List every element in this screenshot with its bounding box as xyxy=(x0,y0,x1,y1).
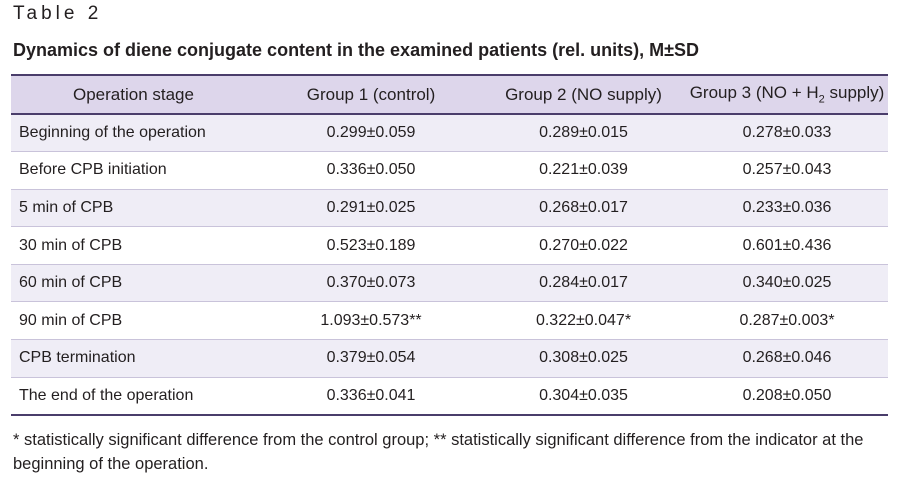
cell-stage: 60 min of CPB xyxy=(11,263,261,302)
column-header-group3-subscript: 2 xyxy=(818,93,825,106)
cell-group1: 0.291±0.025 xyxy=(261,188,481,227)
cell-group1: 0.336±0.041 xyxy=(261,376,481,416)
table-label: Table 2 xyxy=(13,3,103,24)
cell-group2: 0.284±0.017 xyxy=(481,263,686,302)
cell-group2: 0.270±0.022 xyxy=(481,226,686,265)
cell-group2: 0.268±0.017 xyxy=(481,188,686,227)
cell-group1: 0.299±0.059 xyxy=(261,113,481,152)
cell-stage: 90 min of CPB xyxy=(11,301,261,340)
cell-group3: 0.257±0.043 xyxy=(686,151,888,190)
table-row: 60 min of CPB 0.370±0.073 0.284±0.017 0.… xyxy=(11,263,888,302)
cell-group3: 0.268±0.046 xyxy=(686,339,888,378)
cell-group3: 0.287±0.003* xyxy=(686,301,888,340)
table-row: Beginning of the operation 0.299±0.059 0… xyxy=(11,113,888,152)
column-header-stage: Operation stage xyxy=(11,74,261,115)
cell-group2: 0.304±0.035 xyxy=(481,376,686,416)
column-header-group3-suffix: supply) xyxy=(824,83,885,103)
table-row: Before CPB initiation 0.336±0.050 0.221±… xyxy=(11,151,888,190)
cell-stage: Beginning of the operation xyxy=(11,113,261,152)
column-header-group1: Group 1 (control) xyxy=(261,74,481,115)
table-title: Dynamics of diene conjugate content in t… xyxy=(13,40,699,60)
table-footnote: * statistically significant difference f… xyxy=(13,431,864,473)
cell-group2: 0.289±0.015 xyxy=(481,113,686,152)
cell-stage: Before CPB initiation xyxy=(11,151,261,190)
column-header-group2: Group 2 (NO supply) xyxy=(481,74,686,115)
cell-group2: 0.221±0.039 xyxy=(481,151,686,190)
cell-stage: The end of the operation xyxy=(11,376,261,416)
cell-group3: 0.233±0.036 xyxy=(686,188,888,227)
cell-group3: 0.278±0.033 xyxy=(686,113,888,152)
table-row: 30 min of CPB 0.523±0.189 0.270±0.022 0.… xyxy=(11,226,888,265)
cell-stage: 5 min of CPB xyxy=(11,188,261,227)
cell-stage: CPB termination xyxy=(11,339,261,378)
cell-group1: 0.370±0.073 xyxy=(261,263,481,302)
cell-group2: 0.308±0.025 xyxy=(481,339,686,378)
cell-group3: 0.340±0.025 xyxy=(686,263,888,302)
cell-group2: 0.322±0.047* xyxy=(481,301,686,340)
column-header-group3: Group 3 (NO + H2 supply) xyxy=(686,74,888,115)
cell-group1: 0.336±0.050 xyxy=(261,151,481,190)
cell-stage: 30 min of CPB xyxy=(11,226,261,265)
cell-group1: 0.523±0.189 xyxy=(261,226,481,265)
table-row: The end of the operation 0.336±0.041 0.3… xyxy=(11,376,888,416)
column-header-group3-prefix: Group 3 (NO + H xyxy=(689,83,819,103)
data-table: Operation stage Group 1 (control) Group … xyxy=(11,74,888,416)
table-row: 90 min of CPB 1.093±0.573** 0.322±0.047*… xyxy=(11,301,888,340)
table-row: 5 min of CPB 0.291±0.025 0.268±0.017 0.2… xyxy=(11,188,888,227)
cell-group3: 0.208±0.050 xyxy=(686,376,888,416)
cell-group3: 0.601±0.436 xyxy=(686,226,888,265)
table-row: CPB termination 0.379±0.054 0.308±0.025 … xyxy=(11,339,888,378)
cell-group1: 0.379±0.054 xyxy=(261,339,481,378)
table-header-row: Operation stage Group 1 (control) Group … xyxy=(11,74,888,115)
cell-group1: 1.093±0.573** xyxy=(261,301,481,340)
